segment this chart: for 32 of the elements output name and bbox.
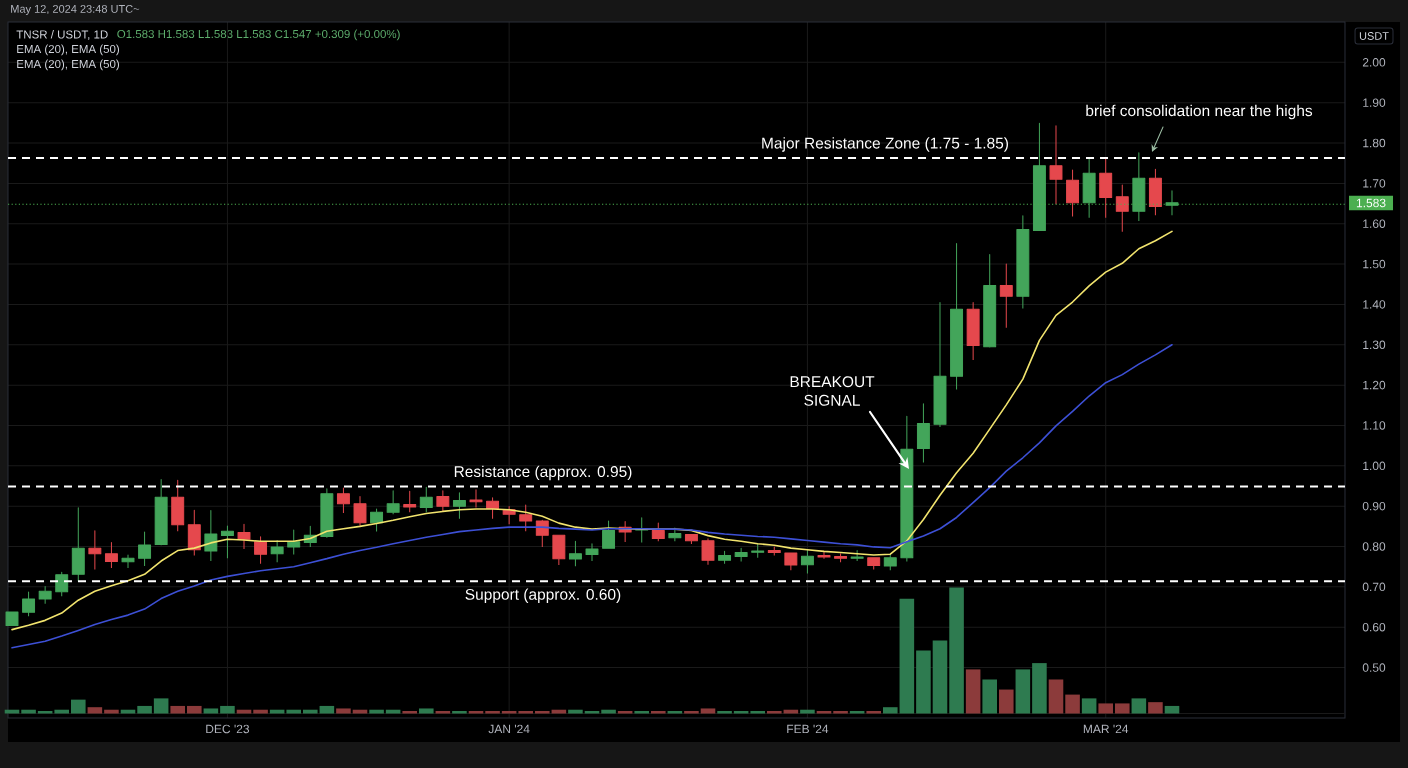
ref-line-label: Major Resistance Zone (1.75 - 1.85) [762,137,1008,152]
y-axis-title: USDT [1359,32,1389,40]
y-tick-label: 1.40 [1363,300,1386,309]
y-tick-label: 0.80 [1362,542,1386,551]
y-tick-label: 0.60 [1362,622,1386,632]
y-tick-label: 1.70 [1363,179,1386,188]
x-tick-label: DEC '23 [206,724,250,734]
y-tick-label: 2.00 [1362,58,1386,67]
text: TNSR / USDT, 1D [16,30,108,40]
text: 1.583 [1356,198,1386,208]
annotation: EMA (20), EMA (50) [17,59,120,71]
y-tick-label: 1.60 [1363,219,1386,228]
text: O1.583 H1.583 L1.583 L1.583 C1.547 +0.309 (+0.00%) [117,29,400,41]
text: May 12, 2024 23:48 UTC~ [11,5,140,15]
y-tick-label: 1.00 [1363,461,1386,471]
y-tick-label: 1.80 [1363,138,1386,148]
x-tick-label: JAN '24 [488,724,530,734]
ref-line-label: Support (approx. 0.60) [465,588,621,603]
annotation: brief consolidation near the highs [1086,104,1313,120]
y-tick-label: 1.30 [1363,340,1386,350]
y-tick-label: 1.10 [1363,421,1386,430]
y-tick-label: 0.70 [1362,582,1386,592]
y-tick-label: 1.50 [1363,259,1386,269]
x-tick-label: FEB '24 [787,724,829,734]
ref-line-label: Resistance (approx. 0.95) [454,465,632,481]
y-tick-label: 0.90 [1362,501,1386,511]
y-tick-label: 0.50 [1362,663,1386,672]
y-tick-label: 1.20 [1363,380,1386,390]
x-tick-label: MAR '24 [1083,724,1129,734]
annotation: BREAKOUT SIGNAL [790,376,875,406]
annotation: EMA (20), EMA (50) [17,44,120,56]
y-tick-label: 1.90 [1363,98,1386,107]
